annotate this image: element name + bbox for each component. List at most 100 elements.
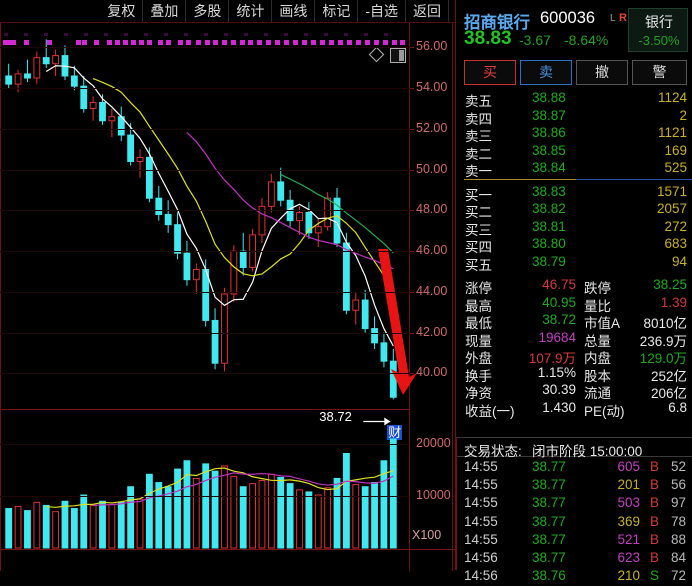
tick-row[interactable]: 14:55 38.77 369 B 78 — [456, 514, 692, 532]
marker-dot — [383, 40, 388, 45]
bid-volume: 272 — [664, 218, 687, 234]
marker-dot — [94, 40, 99, 45]
marker-dot — [392, 40, 397, 45]
alert-button[interactable]: 警 — [632, 60, 687, 85]
toolbar-zixuan[interactable]: -自选 — [358, 0, 406, 22]
toolbar-duogu[interactable]: 多股 — [186, 0, 230, 22]
order-book-ask-row[interactable]: 卖四 38.87 2 — [456, 107, 692, 127]
price-axis-label: 50.00 — [416, 161, 448, 176]
stock-code: 600036 — [540, 9, 596, 27]
stat-label-left: 最高 — [465, 298, 492, 314]
marker-dot — [123, 40, 128, 45]
panel-toggle-icon[interactable] — [390, 48, 406, 63]
tick-volume: 369 — [617, 513, 640, 529]
marker-dot — [248, 40, 253, 45]
price-gridline — [0, 128, 410, 130]
order-book-ask-row[interactable]: 卖三 38.86 1121 — [456, 125, 692, 144]
tick-row[interactable]: 14:56 38.76 210 S 72 — [456, 568, 692, 586]
trade-status-value: 闭市阶段 15:00:00 — [532, 444, 643, 459]
order-book-bid-row[interactable]: 买一 38.83 1571 — [456, 183, 692, 203]
order-book-ask-row[interactable]: 卖一 38.84 525 — [456, 160, 692, 179]
bid-volume: 683 — [664, 236, 687, 251]
marker-dot-dim — [84, 33, 88, 36]
stat-value-right: 252亿 — [650, 368, 687, 384]
marker-dot-dim — [344, 33, 348, 36]
price-tick — [410, 88, 414, 90]
price-chart-pane[interactable] — [0, 23, 410, 406]
price-axis-label: 46.00 — [416, 243, 448, 258]
price-gridline — [0, 169, 410, 171]
stat-label-left: 外盘 — [465, 351, 492, 366]
tick-volume: 201 — [617, 477, 640, 493]
toolbar-tongji[interactable]: 统计 — [229, 0, 273, 22]
chart-area[interactable]: 38.72 财 56.00 54.00 52.00 50.00 48.00 46.00 44… — [0, 22, 455, 571]
marker-dot-dim — [264, 33, 268, 36]
tick-row[interactable]: 14:55 38.77 521 B 88 — [456, 532, 692, 550]
sell-button[interactable]: 卖 — [520, 60, 572, 85]
financial-report-marker[interactable]: 财 — [387, 425, 403, 441]
tick-row[interactable]: 14:55 38.77 201 B 56 — [456, 477, 692, 495]
marker-dot-dim — [384, 33, 388, 36]
statistics-row: 现量 19684 总量 236.9万 — [456, 330, 692, 349]
order-book-bid-row[interactable]: 买二 38.82 2057 — [456, 201, 692, 220]
volume-gridline — [0, 444, 410, 446]
sector-change: -3.50% — [638, 33, 680, 48]
marker-dot-dim — [64, 33, 68, 36]
tick-row[interactable]: 14:55 38.77 503 B 97 — [456, 495, 692, 513]
order-book-bid-row[interactable]: 买四 38.80 683 — [456, 236, 692, 255]
marker-dot — [186, 40, 191, 45]
statistics-row: 最低 38.72 市值A 8010亿 — [456, 312, 692, 331]
sector-badge[interactable]: 银行 -3.50% — [628, 8, 688, 52]
marker-dot-dim — [224, 33, 228, 36]
tick-price: 38.77 — [532, 549, 566, 565]
stat-value-left: 1.430 — [542, 399, 576, 415]
ask-price: 38.85 — [532, 142, 566, 158]
order-book-divider — [464, 178, 692, 182]
tick-row[interactable]: 14:56 38.77 623 B 84 — [456, 550, 692, 568]
tick-direction: B — [650, 495, 660, 511]
trade-status-bar: 交易状态: 闭市阶段 15:00:00 — [456, 437, 692, 459]
right-info-panel: 招商银行 600036 L R 300 38.83 -3.67 -8.64% 买… — [455, 0, 692, 583]
price-gridline — [0, 373, 410, 375]
toolbar-biaoji[interactable]: 标记 — [315, 0, 359, 22]
price-tick — [410, 128, 414, 130]
order-book-bid-row[interactable]: 买三 38.81 272 — [456, 218, 692, 238]
chart-right-border — [409, 23, 410, 571]
toolbar-fuquan[interactable]: 复权 — [100, 0, 144, 22]
price-axis-label: 44.00 — [416, 283, 448, 298]
tick-price: 38.77 — [532, 531, 566, 547]
tick-count: 72 — [670, 568, 686, 584]
toolbar-fanhui[interactable]: 返回 — [406, 0, 449, 22]
volume-chart-pane[interactable] — [0, 413, 410, 549]
stat-label-left: 换手 — [465, 368, 492, 384]
tick-count: 97 — [670, 495, 686, 511]
stat-label-right: 总量 — [584, 333, 611, 349]
buy-button[interactable]: 买 — [464, 60, 516, 85]
stat-value-right: 236.9万 — [639, 333, 687, 349]
badge-margin-short: R — [619, 12, 627, 24]
order-book-ask-row[interactable]: 卖二 38.85 169 — [456, 142, 692, 162]
tick-row[interactable]: 14:55 38.77 605 B 52 — [456, 459, 692, 477]
tick-volume: 521 — [617, 531, 640, 547]
order-book-bid-row[interactable]: 买五 38.79 94 — [456, 253, 692, 273]
marker-dot — [11, 40, 16, 45]
bid-volume: 94 — [671, 253, 687, 269]
statistics-row: 最高 40.95 量比 1.39 — [456, 295, 692, 314]
statistics-row: 外盘 107.9万 内盘 129.0万 — [456, 347, 692, 366]
ask-price: 38.88 — [532, 90, 566, 105]
marker-dot — [347, 40, 352, 45]
toolbar-diejia[interactable]: 叠加 — [143, 0, 187, 22]
toolbar-huaxian[interactable]: 画线 — [272, 0, 316, 22]
cancel-order-button[interactable]: 撤 — [576, 60, 628, 85]
order-book-ask-row[interactable]: 卖五 38.88 1124 — [456, 90, 692, 109]
ask-volume: 1121 — [657, 125, 687, 140]
marker-dot — [356, 40, 361, 45]
bid-volume: 1571 — [656, 183, 687, 199]
marker-dot — [76, 40, 81, 45]
tick-list[interactable]: 14:55 38.77 605 B 52 14:55 38.77 201 B 56 14:55 38.… — [456, 459, 692, 586]
bid-label: 买一 — [465, 187, 492, 203]
ask-price: 38.87 — [532, 107, 566, 123]
marker-dot — [213, 40, 218, 45]
volume-axis-label: 20000 — [416, 436, 451, 451]
marker-dot — [293, 40, 298, 45]
